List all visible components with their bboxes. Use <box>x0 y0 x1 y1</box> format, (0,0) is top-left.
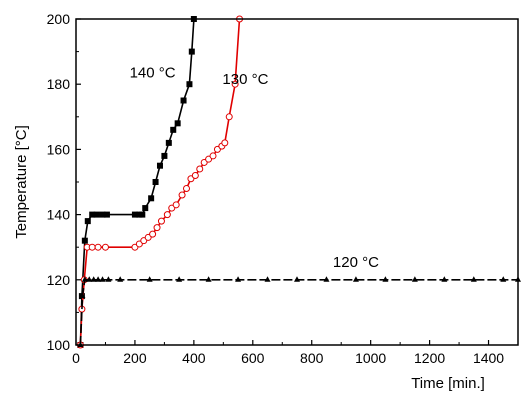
data-point <box>470 276 477 282</box>
data-point <box>89 211 96 218</box>
data-point <box>146 276 153 282</box>
data-point <box>148 195 155 202</box>
data-point <box>191 171 199 179</box>
data-point <box>93 211 100 218</box>
data-point <box>99 211 106 218</box>
y-tick-label: 120 <box>47 272 71 288</box>
data-point <box>382 276 389 282</box>
data-point <box>441 276 448 282</box>
data-point <box>264 276 271 282</box>
data-point <box>81 276 88 282</box>
data-point <box>196 165 204 173</box>
axis-ticks: 0 200 400 600 800 1000 1200 1400 100 120 140 160 180… <box>47 11 505 366</box>
data-point <box>152 179 159 185</box>
x-tick-label: 1200 <box>414 350 445 366</box>
series-annotation: 130 °C <box>222 71 268 88</box>
y-tick-label: 100 <box>47 337 71 353</box>
data-point <box>186 81 193 88</box>
y-axis-label: Temperature [°C] <box>13 125 30 239</box>
data-point <box>99 276 106 282</box>
data-point <box>235 276 242 282</box>
series-annotation: 140 °C <box>130 65 176 82</box>
data-point <box>103 211 110 218</box>
data-point <box>95 276 102 282</box>
data-point <box>188 48 195 55</box>
x-axis-label: Time [min.] <box>411 375 485 392</box>
data-point <box>165 139 172 146</box>
data-point <box>352 276 359 282</box>
x-tick-label: 0 <box>72 350 80 366</box>
data-point <box>170 126 177 133</box>
x-tick-label: 1400 <box>473 350 504 366</box>
data-point <box>79 292 86 299</box>
data-point <box>225 113 233 121</box>
data-point <box>205 276 212 282</box>
x-tick-label: 600 <box>241 350 265 366</box>
y-tick-label: 200 <box>47 11 71 27</box>
data-point <box>500 276 507 282</box>
data-point <box>139 211 146 218</box>
data-point <box>178 191 186 199</box>
data-point <box>131 211 138 218</box>
data-point <box>174 120 181 127</box>
data-point <box>88 243 96 251</box>
x-tick-label: 400 <box>182 350 206 366</box>
data-point <box>294 276 300 282</box>
data-point <box>323 276 330 282</box>
data-point <box>90 276 97 282</box>
data-point <box>156 162 163 169</box>
data-point <box>84 218 91 225</box>
data-point <box>101 243 109 251</box>
data-point <box>231 80 239 88</box>
data-point <box>176 276 183 282</box>
data-point <box>157 217 165 225</box>
data-point <box>153 224 161 232</box>
x-tick-label: 200 <box>123 350 147 366</box>
series-annotations: 140 °C 130 °C 120 °C <box>130 65 380 271</box>
y-tick-label: 140 <box>47 207 71 223</box>
data-point <box>149 230 157 238</box>
x-tick-label: 800 <box>300 350 324 366</box>
data-point <box>81 237 88 244</box>
series-annotation: 120 °C <box>333 254 379 271</box>
series-120 <box>77 276 521 347</box>
data-point <box>142 205 149 212</box>
data-point <box>105 276 112 282</box>
data-point <box>221 139 229 147</box>
series-line-120 <box>79 278 518 346</box>
data-point <box>183 185 190 193</box>
data-point <box>180 97 187 104</box>
y-tick-label: 180 <box>47 76 71 92</box>
data-point <box>117 276 124 282</box>
data-point <box>94 243 102 251</box>
data-point <box>161 152 168 159</box>
data-point <box>411 276 418 282</box>
data-point <box>172 201 180 209</box>
y-tick-label: 160 <box>47 141 71 157</box>
data-point <box>209 152 217 160</box>
data-point <box>86 276 93 282</box>
data-point <box>163 211 171 219</box>
x-tick-label: 1000 <box>355 350 386 366</box>
